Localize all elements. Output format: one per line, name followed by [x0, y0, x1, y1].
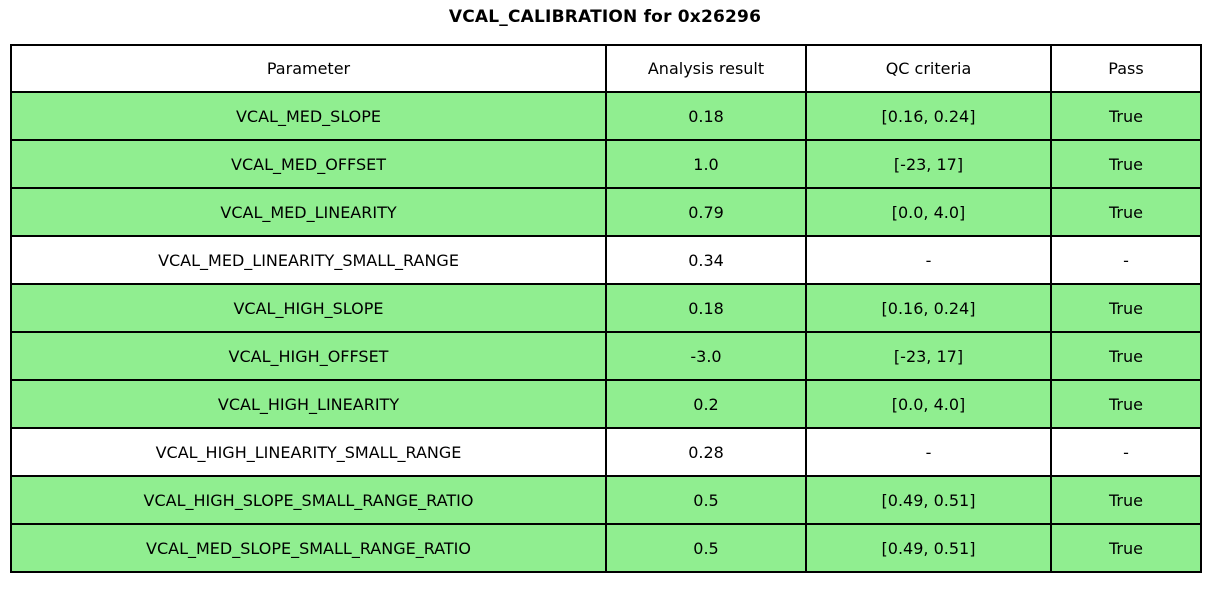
cell-analysis-result: 0.2	[605, 379, 807, 429]
cell-qc-criteria: [-23, 17]	[805, 331, 1052, 381]
table-row: VCAL_MED_LINEARITY_SMALL_RANGE 0.34 - -	[10, 235, 1202, 285]
cell-qc-criteria: [-23, 17]	[805, 139, 1052, 189]
cell-analysis-result: 0.28	[605, 427, 807, 477]
cell-pass: True	[1050, 331, 1202, 381]
column-header-qc-criteria: QC criteria	[805, 44, 1052, 93]
cell-parameter: VCAL_MED_LINEARITY_SMALL_RANGE	[10, 235, 607, 285]
cell-analysis-result: 1.0	[605, 139, 807, 189]
cell-analysis-result: 0.5	[605, 523, 807, 573]
table-header-row: Parameter Analysis result QC criteria Pa…	[10, 44, 1202, 93]
cell-analysis-result: -3.0	[605, 331, 807, 381]
column-header-pass: Pass	[1050, 44, 1202, 93]
table-row: VCAL_HIGH_OFFSET -3.0 [-23, 17] True	[10, 331, 1202, 381]
cell-qc-criteria: [0.49, 0.51]	[805, 523, 1052, 573]
table-row: VCAL_MED_LINEARITY 0.79 [0.0, 4.0] True	[10, 187, 1202, 237]
table-row: VCAL_HIGH_LINEARITY_SMALL_RANGE 0.28 - -	[10, 427, 1202, 477]
table-row: VCAL_HIGH_SLOPE_SMALL_RANGE_RATIO 0.5 [0…	[10, 475, 1202, 525]
cell-qc-criteria: -	[805, 235, 1052, 285]
cell-parameter: VCAL_HIGH_SLOPE_SMALL_RANGE_RATIO	[10, 475, 607, 525]
cell-pass: True	[1050, 379, 1202, 429]
cell-pass: -	[1050, 427, 1202, 477]
cell-parameter: VCAL_HIGH_LINEARITY	[10, 379, 607, 429]
column-header-analysis-result: Analysis result	[605, 44, 807, 93]
qc-results-table: Parameter Analysis result QC criteria Pa…	[10, 44, 1202, 573]
table-row: VCAL_MED_SLOPE 0.18 [0.16, 0.24] True	[10, 91, 1202, 141]
cell-pass: True	[1050, 475, 1202, 525]
cell-parameter: VCAL_HIGH_OFFSET	[10, 331, 607, 381]
cell-parameter: VCAL_HIGH_SLOPE	[10, 283, 607, 333]
cell-qc-criteria: -	[805, 427, 1052, 477]
cell-pass: True	[1050, 139, 1202, 189]
cell-analysis-result: 0.79	[605, 187, 807, 237]
column-header-parameter: Parameter	[10, 44, 607, 93]
cell-parameter: VCAL_MED_SLOPE_SMALL_RANGE_RATIO	[10, 523, 607, 573]
cell-analysis-result: 0.18	[605, 91, 807, 141]
table-row: VCAL_MED_OFFSET 1.0 [-23, 17] True	[10, 139, 1202, 189]
table-row: VCAL_HIGH_SLOPE 0.18 [0.16, 0.24] True	[10, 283, 1202, 333]
cell-analysis-result: 0.18	[605, 283, 807, 333]
cell-qc-criteria: [0.0, 4.0]	[805, 379, 1052, 429]
cell-parameter: VCAL_HIGH_LINEARITY_SMALL_RANGE	[10, 427, 607, 477]
table-row: VCAL_MED_SLOPE_SMALL_RANGE_RATIO 0.5 [0.…	[10, 523, 1202, 573]
cell-qc-criteria: [0.0, 4.0]	[805, 187, 1052, 237]
cell-qc-criteria: [0.16, 0.24]	[805, 283, 1052, 333]
table-row: VCAL_HIGH_LINEARITY 0.2 [0.0, 4.0] True	[10, 379, 1202, 429]
page-title: VCAL_CALIBRATION for 0x26296	[448, 7, 762, 27]
cell-pass: True	[1050, 91, 1202, 141]
cell-parameter: VCAL_MED_OFFSET	[10, 139, 607, 189]
cell-qc-criteria: [0.49, 0.51]	[805, 475, 1052, 525]
cell-pass: True	[1050, 523, 1202, 573]
cell-parameter: VCAL_MED_LINEARITY	[10, 187, 607, 237]
cell-pass: True	[1050, 187, 1202, 237]
cell-analysis-result: 0.34	[605, 235, 807, 285]
cell-parameter: VCAL_MED_SLOPE	[10, 91, 607, 141]
cell-pass: True	[1050, 283, 1202, 333]
cell-qc-criteria: [0.16, 0.24]	[805, 91, 1052, 141]
cell-analysis-result: 0.5	[605, 475, 807, 525]
cell-pass: -	[1050, 235, 1202, 285]
